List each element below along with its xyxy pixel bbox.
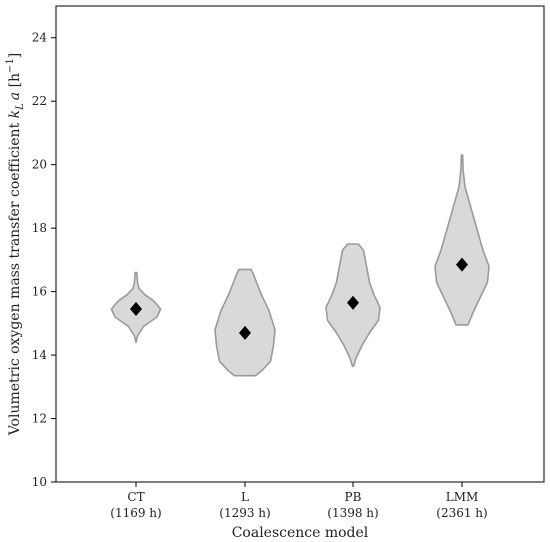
y-axis-title-unit: [h — [7, 73, 23, 92]
x-tick-label: LMM — [446, 490, 479, 504]
x-axis-title: Coalescence model — [232, 525, 369, 541]
y-tick-label: 14 — [32, 348, 48, 362]
y-tick-label: 16 — [32, 285, 47, 299]
x-tick-label: PB — [345, 490, 362, 504]
violin-l — [214, 268, 276, 377]
y-axis-title-symbol-2: a — [7, 92, 23, 100]
y-axis-title-unit-exponent: −1 — [5, 58, 16, 73]
x-tick-duration-label: (1398 h) — [327, 506, 378, 520]
y-axis-title-unit-close: ] — [7, 53, 23, 58]
markers-group — [130, 257, 468, 340]
y-axis-title-subscript: L — [15, 103, 26, 111]
y-tick-label: 12 — [32, 412, 47, 426]
y-axis-title-symbol: k — [7, 110, 23, 118]
y-tick-label: 20 — [32, 158, 47, 172]
y-axis: 10 12 14 16 18 20 22 24 — [32, 31, 56, 489]
x-tick-label: CT — [127, 490, 144, 504]
median-marker-lmm — [456, 257, 468, 272]
x-tick-duration-label: (2361 h) — [436, 506, 487, 520]
y-axis-title: Volumetric oxygen mass transfer coeffici… — [5, 53, 26, 437]
median-marker-l — [239, 325, 251, 340]
violin-lmm — [434, 154, 490, 326]
median-marker-pb — [347, 295, 359, 310]
x-tick-duration-label: (1293 h) — [219, 506, 270, 520]
x-tick-duration-label: (1169 h) — [110, 506, 161, 520]
median-marker-ct — [130, 302, 142, 317]
y-axis-title-text: Volumetric oxygen mass transfer coeffici… — [7, 118, 23, 436]
x-tick-label: L — [241, 490, 249, 504]
y-tick-label: 24 — [32, 31, 48, 45]
x-axis: CT (1169 h) L (1293 h) PB (1398 h) LMM (2361 h) — [110, 482, 488, 520]
y-tick-label: 10 — [32, 475, 47, 489]
y-tick-label: 18 — [32, 221, 47, 235]
y-tick-label: 22 — [32, 94, 47, 108]
